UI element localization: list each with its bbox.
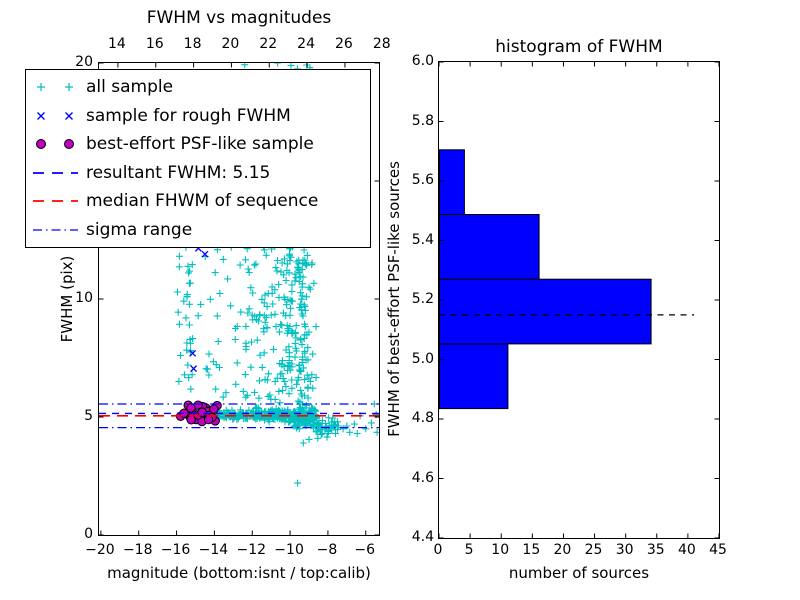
histogram-yaxis-label: FWHM of best-effort PSF-like sources (385, 161, 403, 437)
psf-sample-marker (197, 407, 207, 417)
legend-sample-circle2 (36, 139, 74, 150)
legend-item: all sample (26, 73, 370, 102)
hist-xtick-label: 25 (584, 542, 603, 558)
histogram-bars-layer (439, 62, 719, 538)
scatter-xtick-label: −20 (85, 542, 115, 558)
legend-item: resultant FWHM: 5.15 (26, 159, 370, 188)
legend-item-label: resultant FWHM: 5.15 (86, 162, 271, 183)
hist-xtick-label: 40 (677, 542, 696, 558)
legend-sample-dash (33, 171, 78, 174)
hist-xtick-label: 15 (522, 542, 541, 558)
scatter-xaxis-label: magnitude (bottom:isnt / top:calib) (107, 564, 371, 582)
legend-box: all sample sample for rough FWHM best-effo… (25, 69, 371, 248)
hist-xtick-label: 10 (491, 542, 510, 558)
legend-item-label: best-effort PSF-like sample (86, 134, 314, 155)
scatter-title: FWHM vs magnitudes (146, 8, 332, 28)
hist-xtick-label: 35 (646, 542, 665, 558)
psf-sample-marker (186, 403, 196, 413)
histogram-title: histogram of FWHM (495, 37, 663, 57)
legend-item: sample for rough FWHM (26, 102, 370, 131)
histogram-bar (439, 343, 509, 410)
scatter-xtick-label: −18 (122, 542, 153, 558)
scatter-xtick-label: −12 (236, 542, 267, 558)
scatter-top-xtick-label: 24 (297, 36, 316, 52)
hist-ytick-label: 5.2 (411, 291, 434, 307)
histogram-bar (439, 278, 652, 345)
histogram-bar (439, 149, 465, 215)
scatter-ytick-label: 10 (75, 290, 93, 306)
scatter-top-xtick-label: 16 (145, 36, 164, 52)
legend-sample-dashdot (33, 229, 78, 231)
hist-ytick-label: 5.0 (411, 350, 434, 367)
legend-item: median FHWM of sequence (26, 187, 370, 216)
scatter-top-xtick-label: 14 (107, 36, 126, 52)
legend-sample-x2 (37, 111, 73, 120)
hist-xtick-label: 20 (553, 542, 572, 558)
legend-item-label: median FHWM of sequence (86, 191, 319, 212)
legend-sample-plus2 (37, 83, 73, 92)
hist-ytick-label: 4.8 (411, 410, 434, 426)
scatter-ytick-label: 5 (84, 408, 93, 424)
hist-xtick-label: 30 (615, 542, 634, 558)
hist-xtick-label: 0 (433, 542, 443, 558)
scatter-xtick-label: −14 (198, 542, 229, 558)
legend-item-label: sample for rough FWHM (86, 105, 291, 126)
histogram-bar (439, 214, 540, 280)
hist-ytick-label: 5.8 (411, 112, 434, 129)
hist-ytick-label: 6.0 (411, 53, 434, 69)
hist-ytick-label: 5.6 (411, 172, 434, 188)
scatter-top-xtick-label: 28 (372, 36, 391, 52)
scatter-xtick-label: −10 (274, 542, 304, 558)
histogram-plot-area (438, 61, 720, 539)
scatter-ytick-label: 0 (84, 526, 93, 542)
scatter-top-xtick-label: 22 (259, 36, 278, 52)
legend-item: best-effort PSF-like sample (26, 130, 370, 159)
histogram-xaxis-label: number of sources (508, 564, 650, 582)
scatter-top-xtick-label: 26 (335, 36, 353, 52)
legend-sample-dash (33, 200, 78, 203)
hist-xtick-label: 5 (464, 542, 474, 558)
legend-item: sigma range (26, 216, 370, 245)
scatter-xtick-label: −16 (160, 542, 191, 558)
scatter-top-xtick-label: 18 (183, 36, 202, 52)
hist-ytick-label: 5.4 (411, 231, 434, 248)
scatter-ytick-label: 20 (75, 54, 93, 70)
scatter-xtick-label: −6 (354, 542, 376, 558)
psf-sample-marker (209, 404, 219, 414)
hist-ytick-label: 4.6 (411, 469, 434, 486)
legend-item-label: all sample (86, 77, 174, 98)
hist-ytick-label: 4.4 (411, 529, 434, 545)
hist-xtick-label: 45 (709, 542, 727, 558)
scatter-top-xtick-label: 20 (221, 36, 240, 52)
scatter-points-layer (99, 63, 379, 535)
legend-item-label: sigma range (86, 219, 193, 240)
scatter-xtick-label: −8 (316, 542, 338, 558)
